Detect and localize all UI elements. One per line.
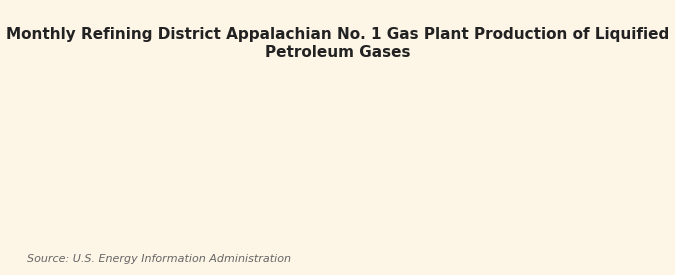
Text: Monthly Refining District Appalachian No. 1 Gas Plant Production of Liquified Pe: Monthly Refining District Appalachian No… <box>6 28 669 60</box>
Y-axis label: Thousand Barrels: Thousand Barrels <box>19 89 32 197</box>
Text: Source: U.S. Energy Information Administration: Source: U.S. Energy Information Administ… <box>27 254 291 264</box>
